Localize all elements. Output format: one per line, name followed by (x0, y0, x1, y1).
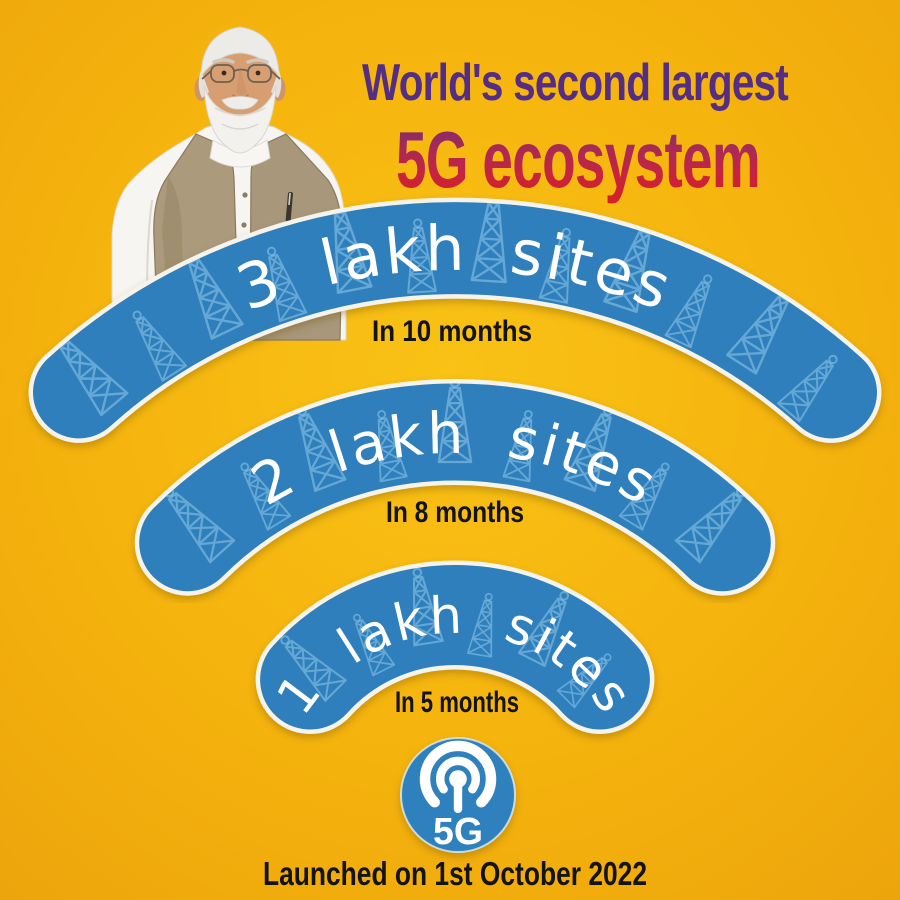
mustache (221, 96, 259, 110)
broadcast-stem (453, 779, 463, 813)
beard (203, 85, 277, 154)
glasses-icon (201, 64, 281, 83)
5g-broadcast-icon (419, 740, 497, 808)
eyebrow (212, 58, 235, 64)
beard-texture (214, 107, 266, 130)
eyebrow (246, 58, 269, 64)
kurta-button (242, 192, 248, 198)
footer-text: Launched on 1st October 2022 (263, 855, 647, 892)
band-duration-5-months: In 5 months (395, 686, 519, 719)
band-duration-8-months: In 8 months (386, 496, 524, 529)
pocket-pen (285, 191, 293, 222)
badge-label: 5G (433, 811, 483, 853)
nose (236, 66, 247, 96)
kurta-button (241, 222, 247, 228)
eye (221, 70, 227, 76)
band-duration-10-months: In 10 months (372, 315, 532, 348)
five-g-badge: 5G (400, 737, 516, 853)
title-line-2: 5G ecosystem (396, 115, 760, 204)
title-line-1: World's second largest (362, 54, 789, 112)
eye (255, 70, 261, 76)
